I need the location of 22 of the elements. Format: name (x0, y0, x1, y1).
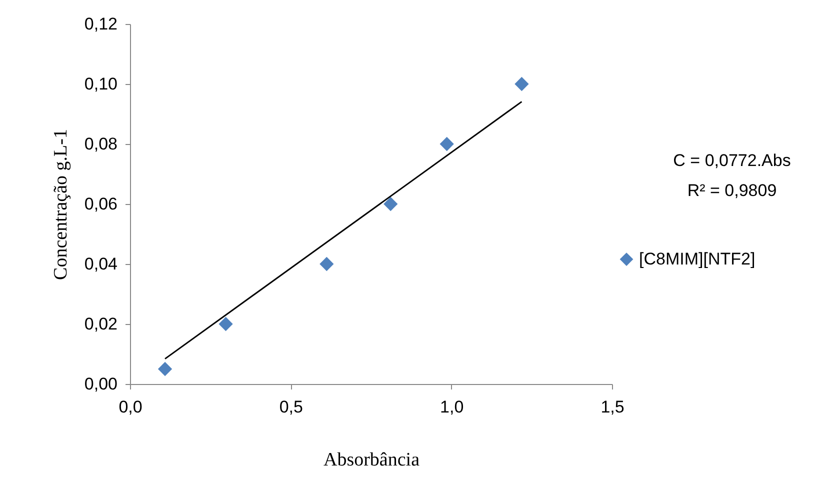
y-axis-title: Concentração g.L-1 (50, 129, 72, 280)
y-tick-label: 0,10 (84, 74, 118, 94)
x-tick-label: 1,0 (440, 398, 464, 416)
y-tick-label: 0,08 (84, 134, 118, 154)
y-tick-label: 0,02 (84, 314, 118, 334)
point (218, 316, 233, 332)
y-tick-label: 0,12 (84, 14, 118, 34)
y-tick-label: 0,06 (84, 194, 118, 214)
point (158, 362, 172, 376)
y-tick-label: 0,04 (84, 254, 118, 274)
text: R² = 0,9809 (687, 180, 777, 200)
y-tick-label: 0,00 (84, 374, 118, 394)
point (514, 76, 529, 92)
point (384, 196, 398, 212)
point (440, 136, 454, 152)
point (320, 256, 334, 272)
x-axis-title: Absorbância (323, 450, 420, 470)
legend-label: [C8MIM][NTF2] (639, 249, 756, 268)
x-tick-label: 1,5 (600, 398, 624, 416)
x-tick-label: 0,0 (118, 398, 142, 416)
x-tick-label: 0,5 (279, 398, 303, 416)
text: C = 0,0772.Abs (673, 150, 791, 170)
